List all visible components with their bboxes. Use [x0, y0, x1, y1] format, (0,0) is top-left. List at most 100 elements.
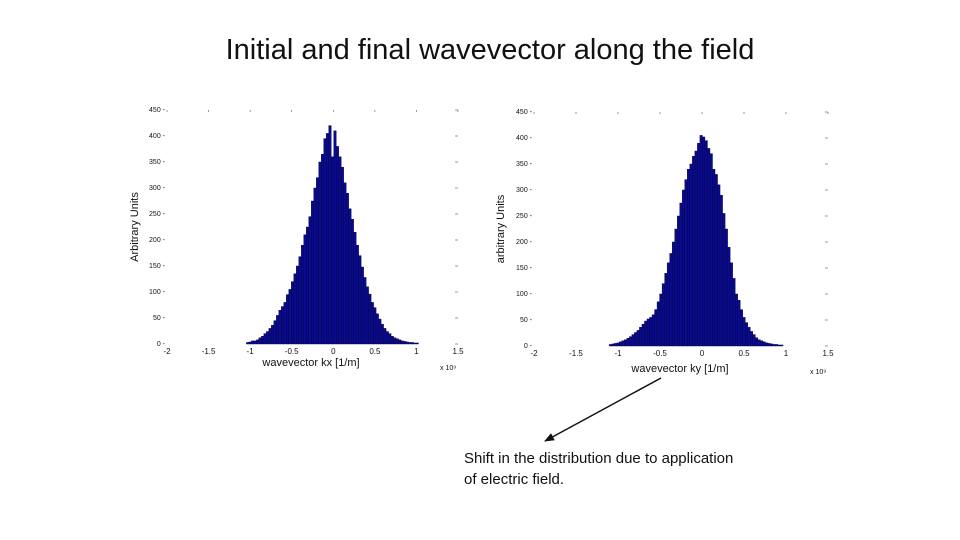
histogram-bar: [286, 294, 289, 345]
x-tick-label: 0: [331, 347, 336, 356]
histogram-bar: [403, 341, 407, 345]
y-tick-label: 150 -: [149, 263, 166, 270]
histogram-bar: [750, 331, 754, 347]
histogram-bar: [385, 331, 389, 345]
histogram-bar: [296, 265, 299, 345]
histogram-bar: [608, 344, 612, 347]
histogram-bar: [256, 339, 260, 345]
histogram-bar: [646, 318, 650, 347]
histogram-bar: [699, 135, 703, 347]
histogram-bar: [268, 328, 272, 345]
x-tick-label: -2: [530, 349, 538, 358]
histogram-bar: [283, 302, 287, 345]
histogram-bar: [306, 226, 309, 345]
histogram-bar: [338, 156, 342, 345]
histogram-bar: [772, 344, 776, 347]
histogram-bar: [722, 213, 726, 347]
y-tick-label: 100 -: [149, 289, 166, 296]
histogram-bar: [311, 200, 314, 345]
histogram-bar: [702, 136, 706, 347]
histogram-bar: [323, 138, 327, 345]
histogram-bar: [331, 156, 334, 345]
y-tick-label: 0 -: [524, 343, 533, 350]
annotation-line-2: of electric field.: [464, 471, 565, 488]
histogram-bar: [405, 341, 409, 345]
histogram-ky-y-ticks: 0 - 50 - 100 - 150 - 200 - 250 - 300 - 350 - 400…: [516, 109, 828, 350]
histogram-bar: [358, 255, 362, 345]
histogram-bar: [321, 153, 324, 345]
histogram-bar: [246, 342, 250, 345]
histogram-bar: [644, 320, 648, 347]
histogram-kx-bars: [246, 125, 419, 345]
x-tick-label: -1.5: [202, 347, 216, 356]
x-tick-label: 1.5: [822, 349, 834, 358]
x-tick-label: -0.5: [285, 347, 299, 356]
x-tick-label: 0.5: [738, 349, 750, 358]
histogram-bar: [727, 246, 731, 347]
histogram-bar: [336, 146, 339, 345]
histogram-ky-x-axis-label: wavevector ky [1/m]: [630, 363, 728, 375]
histogram-ky-y-axis-label: arbitrary Units: [495, 194, 507, 263]
histogram-bar: [674, 228, 678, 347]
histogram-kx: 0 - 50 - 100 - 150 - 200 - 250 - 300 - 350 - 400…: [129, 107, 464, 372]
histogram-bar: [281, 306, 285, 345]
histogram-bar: [368, 293, 372, 345]
histogram-bar: [258, 337, 262, 345]
histogram-bar: [355, 244, 359, 345]
histogram-bar: [679, 202, 683, 347]
y-tick-label: 300 -: [516, 187, 533, 194]
histogram-bar: [611, 343, 615, 347]
histogram-bar: [770, 343, 774, 347]
histogram-bar: [704, 140, 708, 347]
histogram-bar: [263, 333, 267, 345]
histogram-bar: [692, 155, 696, 347]
histogram-bar: [709, 153, 713, 347]
histogram-bar: [273, 320, 277, 345]
histogram-bar: [684, 179, 688, 347]
histogram-bar: [664, 273, 668, 347]
histogram-ky-x-ticks: -2 -1.5 -1 -0.5 0 0.5 1 1.5: [530, 112, 834, 358]
histogram-bar: [687, 168, 691, 347]
histogram-bar: [353, 231, 357, 345]
histogram-bar: [253, 340, 257, 345]
histogram-ky-x-multiplier: x 10⁹: [810, 369, 826, 376]
histogram-bar: [677, 215, 680, 347]
histogram-bar: [308, 216, 312, 345]
histogram-bar: [719, 194, 723, 347]
histogram-bar: [619, 341, 622, 347]
histogram-kx-y-ticks: 0 - 50 - 100 - 150 - 200 - 250 - 300 - 350 - 400…: [149, 107, 458, 348]
y-tick-label: 350 -: [516, 161, 533, 168]
histogram-bar: [298, 256, 302, 345]
histogram-bar: [375, 313, 379, 345]
histogram-bar: [614, 343, 617, 347]
histogram-bar: [631, 334, 635, 347]
histogram-bar: [345, 192, 349, 345]
histogram-bar: [408, 342, 412, 345]
histogram-bar: [373, 307, 377, 345]
histogram-bar: [666, 262, 670, 347]
y-tick-label: 250 -: [516, 213, 533, 220]
histogram-bar: [634, 332, 638, 347]
histogram-bar: [671, 241, 675, 347]
histogram-kx-y-axis-label: Arbitrary Units: [129, 192, 141, 262]
histogram-bar: [755, 337, 759, 347]
histogram-bar: [291, 281, 294, 345]
histogram-bar: [415, 342, 419, 345]
histogram-bar: [328, 125, 332, 345]
histogram-bar: [413, 342, 417, 345]
y-tick-label: 150 -: [516, 265, 533, 272]
histogram-bar: [348, 208, 352, 345]
histogram-bar: [780, 344, 784, 347]
histogram-bar: [343, 182, 347, 345]
histogram-bar: [278, 310, 282, 345]
x-tick-label: -1: [614, 349, 622, 358]
x-tick-label: -0.5: [653, 349, 667, 358]
histogram-bar: [248, 341, 252, 345]
histogram-bar: [717, 184, 721, 347]
histogram-bar: [363, 277, 367, 345]
histogram-bar: [313, 187, 317, 345]
x-tick-label: -1: [247, 347, 255, 356]
histogram-kx-x-ticks: -2 -1.5 -1 -0.5 0 0.5 1 1.5: [163, 110, 464, 356]
histogram-bar: [661, 283, 665, 347]
histogram-bar: [636, 330, 640, 347]
